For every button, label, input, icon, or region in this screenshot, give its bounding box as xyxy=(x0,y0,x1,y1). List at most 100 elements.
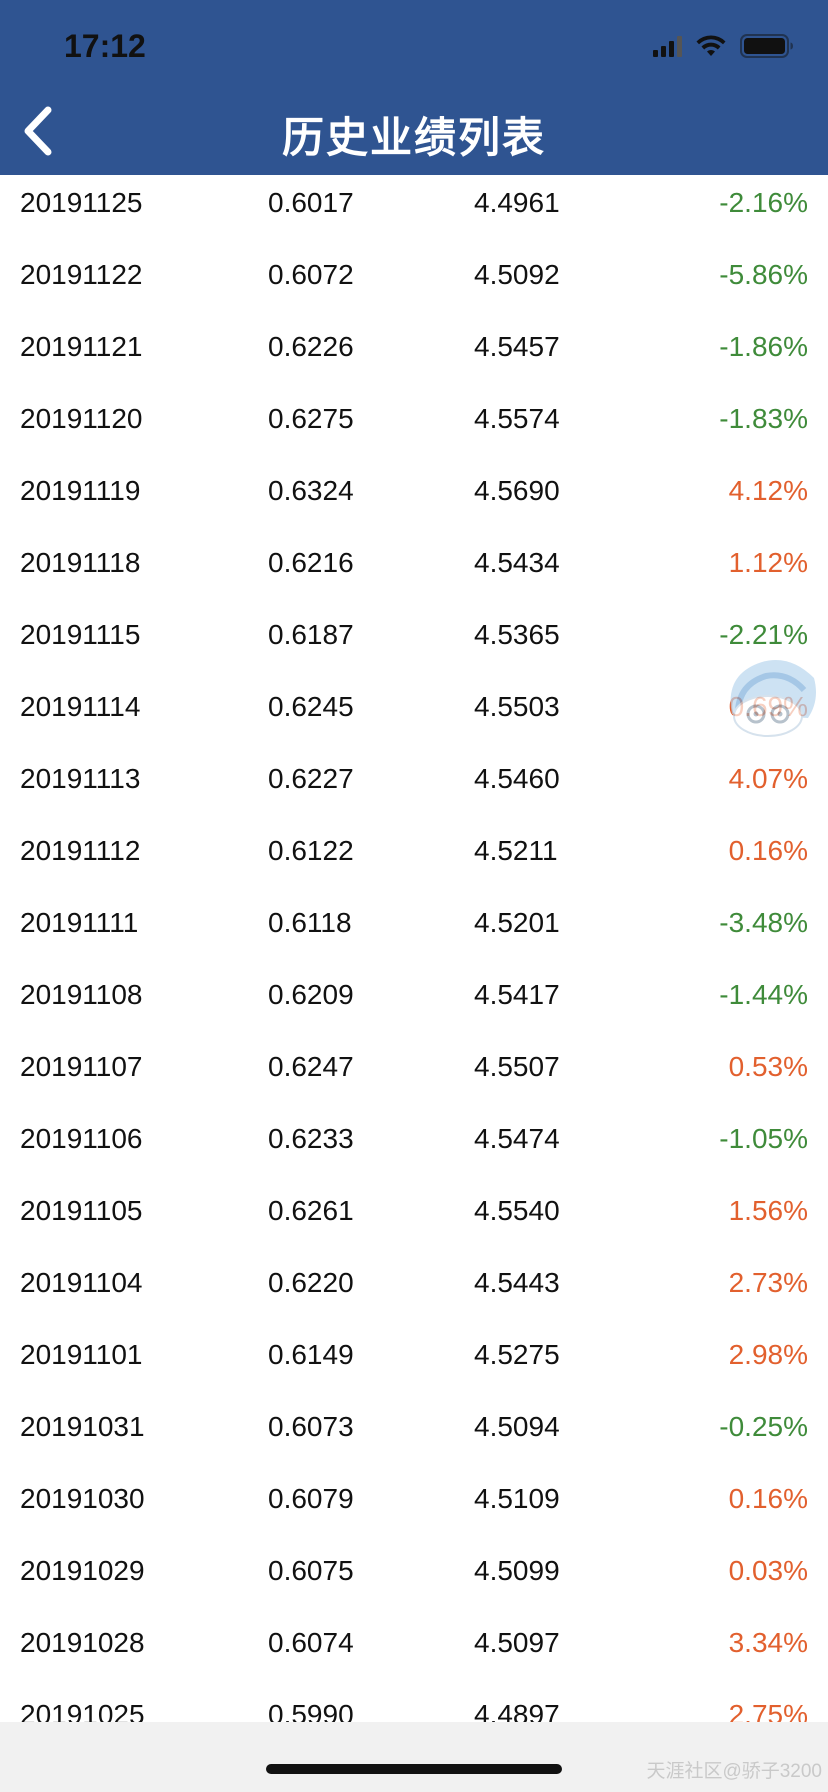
row-date: 20191114 xyxy=(20,691,141,722)
floating-mascot-icon[interactable] xyxy=(718,652,822,740)
row-accumulated-nav: 4.5434 xyxy=(474,547,560,578)
table-row[interactable]: 20191028 0.6074 4.5097 3.34% xyxy=(0,1615,828,1687)
row-accumulated-nav: 4.5094 xyxy=(474,1411,560,1442)
table-row[interactable]: 20191121 0.6226 4.5457 -1.86% xyxy=(0,319,828,391)
row-unit-nav: 0.6245 xyxy=(268,691,354,722)
row-change-percent: -1.86% xyxy=(719,331,808,362)
table-row[interactable]: 20191025 0.5990 4.4897 2.75% xyxy=(0,1687,828,1725)
table-row[interactable]: 20191104 0.6220 4.5443 2.73% xyxy=(0,1255,828,1327)
row-change-percent: -1.05% xyxy=(719,1123,808,1154)
back-button[interactable] xyxy=(18,106,62,156)
row-accumulated-nav: 4.5574 xyxy=(474,403,560,434)
row-accumulated-nav: 4.5099 xyxy=(474,1555,560,1586)
row-unit-nav: 0.6233 xyxy=(268,1123,354,1154)
row-accumulated-nav: 4.5457 xyxy=(474,331,560,362)
table-row[interactable]: 20191112 0.6122 4.5211 0.16% xyxy=(0,823,828,895)
row-change-percent: -1.44% xyxy=(719,979,808,1010)
row-change-percent: 1.56% xyxy=(728,1195,808,1226)
row-accumulated-nav: 4.5503 xyxy=(474,691,560,722)
table-row[interactable]: 20191125 0.6017 4.4961 -2.16% xyxy=(0,175,828,247)
row-date: 20191115 xyxy=(20,619,141,650)
header-bar: 17:12 xyxy=(0,0,828,175)
row-unit-nav: 0.5990 xyxy=(268,1699,354,1725)
wifi-icon xyxy=(696,35,726,57)
row-change-percent: 1.12% xyxy=(728,547,808,578)
row-unit-nav: 0.6072 xyxy=(268,259,354,290)
row-date: 20191025 xyxy=(20,1699,145,1725)
table-row[interactable]: 20191122 0.6072 4.5092 -5.86% xyxy=(0,247,828,319)
row-date: 20191112 xyxy=(20,835,141,866)
row-date: 20191028 xyxy=(20,1627,145,1658)
row-date: 20191119 xyxy=(20,475,141,506)
row-accumulated-nav: 4.5109 xyxy=(474,1483,560,1514)
row-accumulated-nav: 4.4897 xyxy=(474,1699,560,1725)
row-unit-nav: 0.6122 xyxy=(268,835,354,866)
table-row[interactable]: 20191111 0.6118 4.5201 -3.48% xyxy=(0,895,828,967)
table-row[interactable]: 20191029 0.6075 4.5099 0.03% xyxy=(0,1543,828,1615)
table-row[interactable]: 20191030 0.6079 4.5109 0.16% xyxy=(0,1471,828,1543)
row-date: 20191118 xyxy=(20,547,141,578)
table-row[interactable]: 20191113 0.6227 4.5460 4.07% xyxy=(0,751,828,823)
row-unit-nav: 0.6209 xyxy=(268,979,354,1010)
row-accumulated-nav: 4.5417 xyxy=(474,979,560,1010)
row-accumulated-nav: 4.5365 xyxy=(474,619,560,650)
table-row[interactable]: 20191031 0.6073 4.5094 -0.25% xyxy=(0,1399,828,1471)
row-accumulated-nav: 4.5097 xyxy=(474,1627,560,1658)
row-date: 20191105 xyxy=(20,1195,143,1226)
row-unit-nav: 0.6149 xyxy=(268,1339,354,1370)
row-accumulated-nav: 4.5690 xyxy=(474,475,560,506)
row-date: 20191031 xyxy=(20,1411,145,1442)
row-change-percent: -1.83% xyxy=(719,403,808,434)
row-change-percent: 4.07% xyxy=(728,763,808,794)
table-row[interactable]: 20191101 0.6149 4.5275 2.98% xyxy=(0,1327,828,1399)
row-unit-nav: 0.6247 xyxy=(268,1051,354,1082)
home-indicator[interactable] xyxy=(266,1764,562,1774)
row-unit-nav: 0.6079 xyxy=(268,1483,354,1514)
row-date: 20191120 xyxy=(20,403,143,434)
row-unit-nav: 0.6187 xyxy=(268,619,354,650)
performance-list[interactable]: 20191125 0.6017 4.4961 -2.16% 20191122 0.6072… xyxy=(0,175,828,1725)
row-change-percent: 4.12% xyxy=(728,475,808,506)
row-unit-nav: 0.6275 xyxy=(268,403,354,434)
table-row[interactable]: 20191108 0.6209 4.5417 -1.44% xyxy=(0,967,828,1039)
table-row[interactable]: 20191119 0.6324 4.5690 4.12% xyxy=(0,463,828,535)
table-row[interactable]: 20191115 0.6187 4.5365 -2.21% xyxy=(0,607,828,679)
table-row[interactable]: 20191120 0.6275 4.5574 -1.83% xyxy=(0,391,828,463)
chevron-left-icon xyxy=(24,106,52,156)
row-unit-nav: 0.6220 xyxy=(268,1267,354,1298)
row-accumulated-nav: 4.5211 xyxy=(474,835,558,866)
status-time: 17:12 xyxy=(64,28,146,64)
table-row[interactable]: 20191118 0.6216 4.5434 1.12% xyxy=(0,535,828,607)
row-date: 20191106 xyxy=(20,1123,143,1154)
status-icons xyxy=(653,34,794,58)
row-change-percent: 2.75% xyxy=(728,1699,808,1725)
row-accumulated-nav: 4.5460 xyxy=(474,763,560,794)
row-date: 20191104 xyxy=(20,1267,143,1298)
row-change-percent: 0.16% xyxy=(728,1483,808,1514)
bottom-bar xyxy=(0,1722,828,1792)
table-row[interactable]: 20191106 0.6233 4.5474 -1.05% xyxy=(0,1111,828,1183)
row-unit-nav: 0.6017 xyxy=(268,187,354,218)
row-unit-nav: 0.6216 xyxy=(268,547,354,578)
table-row[interactable]: 20191107 0.6247 4.5507 0.53% xyxy=(0,1039,828,1111)
row-date: 20191125 xyxy=(20,187,143,218)
row-unit-nav: 0.6074 xyxy=(268,1627,354,1658)
row-accumulated-nav: 4.5201 xyxy=(474,907,560,938)
row-date: 20191113 xyxy=(20,763,141,794)
row-date: 20191030 xyxy=(20,1483,145,1514)
row-accumulated-nav: 4.5507 xyxy=(474,1051,560,1082)
row-unit-nav: 0.6118 xyxy=(268,907,352,938)
row-change-percent: -0.25% xyxy=(719,1411,808,1442)
page-title: 历史业绩列表 xyxy=(281,114,546,161)
row-change-percent: 0.53% xyxy=(728,1051,808,1082)
row-change-percent: -2.21% xyxy=(719,619,808,650)
row-change-percent: -2.16% xyxy=(719,187,808,218)
row-unit-nav: 0.6075 xyxy=(268,1555,354,1586)
row-change-percent: 0.03% xyxy=(728,1555,808,1586)
cellular-signal-icon xyxy=(653,35,682,57)
row-change-percent: 0.16% xyxy=(728,835,808,866)
row-unit-nav: 0.6261 xyxy=(268,1195,354,1226)
table-row[interactable]: 20191105 0.6261 4.5540 1.56% xyxy=(0,1183,828,1255)
